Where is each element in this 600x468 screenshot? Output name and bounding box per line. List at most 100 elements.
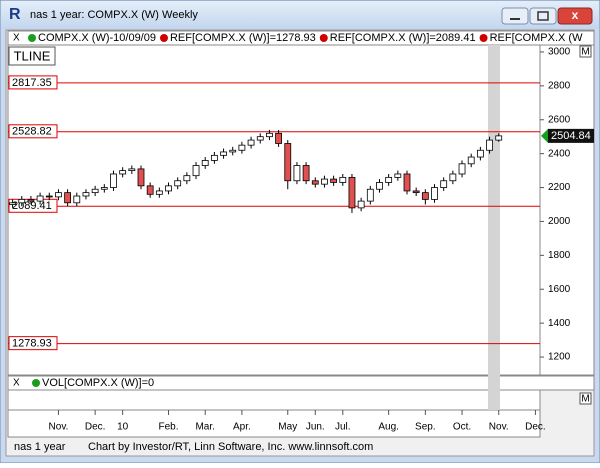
y-axis-area — [539, 44, 595, 376]
legend-item: COMPX.X (W)-10/09/09 — [38, 32, 156, 44]
candle-body — [137, 168, 145, 187]
x-tick-label: Mar. — [195, 422, 214, 433]
x-axis-area — [7, 409, 541, 438]
candle-body — [64, 192, 72, 204]
candle-body — [293, 165, 301, 182]
last-price-box — [548, 128, 594, 143]
y-tick-label: 3000 — [548, 47, 571, 58]
candle-body — [431, 187, 438, 200]
legend-item: REF[COMPX.X (W — [490, 32, 584, 44]
candle-body — [9, 202, 16, 205]
candle-body — [27, 199, 35, 202]
x-tick-label: Oct. — [453, 422, 471, 433]
candle-body — [210, 154, 218, 161]
x-tick-label: Dec. — [85, 422, 106, 433]
x-tick-label: Nov. — [49, 422, 69, 433]
candle-body — [486, 139, 493, 151]
legend-dot — [28, 34, 36, 42]
candle-body — [476, 149, 484, 158]
candle-body — [311, 180, 319, 185]
footer-left: nas 1 year — [14, 441, 66, 453]
x-tick-label: Sep. — [415, 422, 436, 433]
x-tick-label: Nov. — [489, 422, 509, 433]
candle-body — [458, 163, 466, 175]
candle-body — [284, 143, 292, 182]
candle-body — [440, 180, 448, 188]
candle-body — [247, 139, 255, 146]
candle-body — [376, 182, 383, 190]
candle-body — [412, 190, 420, 194]
ref-label: 2089.41 — [12, 200, 52, 212]
x-tick-label: Feb. — [159, 422, 179, 433]
candle-body — [357, 200, 365, 209]
ref-label-box — [8, 75, 58, 90]
legend-item: REF[COMPX.X (W)]=1278.93 — [170, 32, 316, 44]
title-bar — [1, 1, 599, 29]
x-tick-label: Dec. — [525, 422, 546, 433]
x-tick-label: Apr. — [233, 422, 251, 433]
ref-label-box — [8, 124, 58, 139]
x-tick-label: Jun. — [306, 422, 325, 433]
volume-legend-dot — [32, 379, 40, 387]
axis-marker-box — [579, 392, 592, 405]
current-bar-highlight — [488, 45, 500, 410]
candle-body — [192, 165, 200, 177]
candle-body — [73, 195, 81, 204]
window-title: nas 1 year: COMPX.X (W) Weekly — [30, 9, 198, 21]
candle-body — [183, 175, 191, 182]
candle-body — [275, 132, 282, 144]
candle-body — [330, 178, 338, 183]
close-button[interactable] — [557, 7, 593, 25]
candle-body — [421, 192, 429, 200]
tline-button[interactable] — [8, 46, 56, 66]
last-price-label: 2504.84 — [551, 130, 591, 142]
candle-body — [339, 176, 347, 183]
candle-body — [119, 170, 127, 175]
maximize-button[interactable] — [529, 7, 557, 25]
candle-body — [146, 185, 154, 195]
axis-marker: M — [581, 47, 589, 58]
minimize-button[interactable] — [501, 7, 529, 25]
y-tick-label: 2200 — [548, 182, 571, 193]
candle-body — [495, 135, 503, 141]
x-tick-label: 10 — [117, 422, 129, 433]
candle-body — [82, 192, 90, 197]
candle-body — [100, 187, 108, 190]
candle-body — [174, 180, 182, 187]
y-tick-label: 1400 — [548, 318, 571, 329]
candle-body — [467, 156, 475, 165]
volume-legend: VOL[COMPX.X (W)]=0 — [42, 377, 154, 389]
candle-body — [165, 185, 172, 192]
maximize-icon — [537, 11, 549, 21]
ref-label-box — [8, 336, 58, 351]
candle-body — [36, 195, 44, 202]
axis-marker: M — [581, 394, 589, 405]
volume-close-box[interactable]: X — [13, 378, 20, 389]
y-tick-label: 1800 — [548, 250, 571, 261]
footer-credit: Chart by Investor/RT, Linn Software, Inc… — [88, 441, 373, 453]
candle-body — [91, 188, 99, 194]
last-price-arrow — [541, 128, 548, 143]
x-tick-label: Jul. — [335, 422, 351, 433]
candle-body — [155, 190, 163, 195]
candle-body — [366, 188, 374, 202]
candle-body — [302, 165, 310, 182]
legend-item: REF[COMPX.X (W)]=2089.41 — [330, 32, 476, 44]
ref-label: 2528.82 — [12, 126, 52, 138]
y-tick-label: 1600 — [548, 284, 571, 295]
y-tick-label: 2400 — [548, 148, 571, 159]
candle-body — [348, 176, 356, 209]
close-icon: x — [572, 8, 579, 22]
ref-label: 1278.93 — [12, 338, 52, 350]
tline-label: TLINE — [14, 48, 51, 63]
legend-close-box[interactable]: X — [13, 33, 20, 44]
x-tick-label: May — [278, 422, 297, 433]
candle-body — [55, 192, 62, 198]
axis-marker-box — [579, 45, 592, 58]
legend-dot — [159, 34, 168, 42]
legend-dot — [479, 34, 488, 42]
candle-body — [110, 173, 117, 188]
candle-body — [45, 195, 53, 198]
y-tick-label: 1200 — [548, 352, 571, 363]
app-icon: R — [9, 6, 21, 23]
